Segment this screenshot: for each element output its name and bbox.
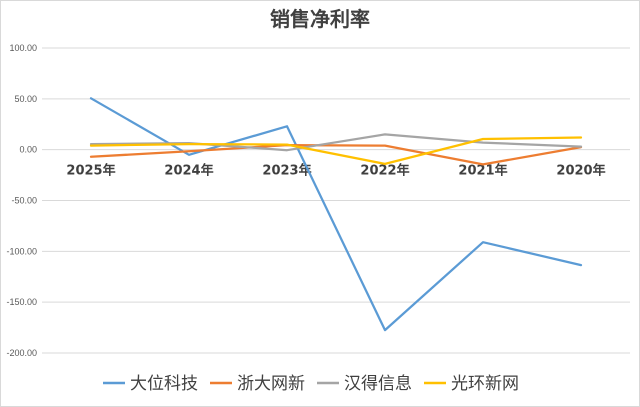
x-tick-label: 2025年 [66,163,115,179]
x-axis-ticks: 2025年 2024年 2023年 2022年 2021年 2020年 [66,163,605,179]
series-lines [89,97,583,332]
x-tick-label: 2024年 [164,163,213,179]
legend: 大位科技 浙大网新 汉得信息 光环新网 [103,374,519,394]
legend-label-0: 大位科技 [130,374,198,394]
series-line-3 [89,136,583,166]
y-tick-label: -100.00 [6,246,37,256]
legend-label-1: 浙大网新 [237,374,305,394]
x-tick-label: 2021年 [458,163,507,179]
legend-label-2: 汉得信息 [344,374,412,394]
y-tick-label: 50.00 [14,94,37,104]
gridlines [42,47,630,354]
y-tick-label: -50.00 [11,196,37,206]
legend-label-3: 光环新网 [451,374,519,394]
chart-title: 销售净利率 [270,7,370,31]
series-line-2 [89,133,583,152]
x-tick-label: 2022年 [360,163,409,179]
series-line-1 [89,143,583,166]
x-tick-label: 2023年 [262,163,311,179]
series-line-0 [89,97,583,332]
x-tick-label: 2020年 [556,163,605,179]
y-tick-label: -200.00 [6,348,37,358]
y-tick-label: 100.00 [9,43,37,53]
y-tick-label: 0.00 [19,145,37,155]
y-axis-ticks: 100.00 50.00 0.00 -50.00 -100.00 -150.00 -200.… [6,43,37,358]
y-tick-label: -150.00 [6,297,37,307]
